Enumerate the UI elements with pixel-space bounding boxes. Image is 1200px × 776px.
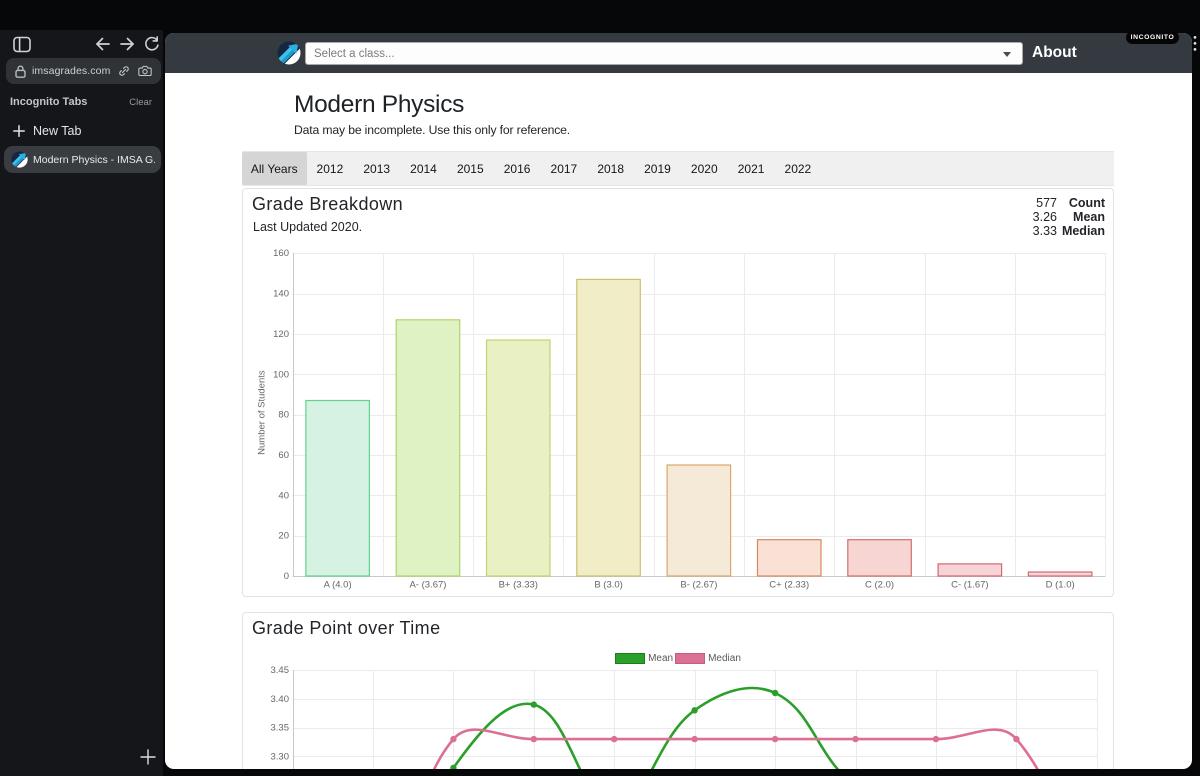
site-logo[interactable] [277,41,301,65]
svg-text:120: 120 [273,329,289,340]
menu-dots-icon[interactable] [1192,35,1198,53]
add-tab-icon[interactable] [140,749,156,765]
svg-text:3.30: 3.30 [271,751,290,762]
stat-row-count: 577 Count [1007,196,1105,210]
breakdown-subtitle: Last Updated 2020. [253,220,363,234]
legend-swatch [615,653,646,664]
year-tab-2012[interactable]: 2012 [316,161,344,176]
url-text: imsagrades.com [32,65,111,77]
site-navbar: Select a class... About [165,33,1192,73]
site-favicon [11,151,28,168]
tab-item-modern-physics[interactable]: Modern Physics - IMSA G... [4,146,161,173]
sidebar-toolbar [0,33,163,57]
svg-text:3.40: 3.40 [271,694,290,705]
lock-icon [15,65,26,78]
svg-text:C (2.0): C (2.0) [865,580,894,591]
year-tab-2013[interactable]: 2013 [363,161,391,176]
stat-value: 3.26 [1032,210,1057,225]
tabs-section-header: Incognito Tabs Clear [0,96,163,110]
year-tab-all-years[interactable]: All Years [242,152,307,185]
url-bar-icons [117,64,152,78]
plus-icon [13,125,25,137]
sidebar-toggle-icon[interactable] [13,36,31,53]
browser-sidebar: imsagrades.com [0,30,163,776]
stat-label: Median [1061,224,1105,239]
svg-text:3.45: 3.45 [271,665,290,676]
class-select[interactable]: Select a class... [305,42,1023,65]
stat-label: Count [1068,195,1105,210]
svg-text:C- (1.67): C- (1.67) [951,580,988,591]
year-tab-2014[interactable]: 2014 [410,161,437,176]
grade-over-time-card: Grade Point over Time Mean Median 3.30 3.3… [242,612,1114,769]
reload-icon[interactable] [143,35,161,53]
chevron-down-icon [1003,52,1011,57]
svg-text:140: 140 [273,289,289,300]
back-arrow-icon[interactable] [93,35,111,53]
svg-text:B- (2.67): B- (2.67) [680,580,717,591]
stat-row-median: 3.33 Median [1007,224,1105,238]
new-tab-button[interactable]: New Tab [0,120,163,142]
legend-item-median[interactable]: Median [675,653,743,664]
year-tab-2022[interactable]: 2022 [784,161,812,176]
year-tab-2015[interactable]: 2015 [456,161,484,176]
legend-label: Median [708,653,741,664]
svg-text:3.35: 3.35 [271,723,290,734]
svg-text:D (1.0): D (1.0) [1046,580,1075,591]
year-tab-2017[interactable]: 2017 [550,161,578,176]
svg-text:160: 160 [273,248,289,259]
svg-text:60: 60 [278,450,289,461]
page-title: Modern Physics [294,91,465,118]
stat-row-mean: 3.26 Mean [1007,210,1105,224]
breakdown-title: Grade Breakdown [252,194,404,214]
stat-value: 3.33 [1032,224,1057,239]
grade-breakdown-card: Grade Breakdown Last Updated 2020. 577 Co… [242,188,1114,597]
svg-text:80: 80 [278,410,289,421]
svg-text:100: 100 [273,369,289,380]
svg-text:0: 0 [284,571,289,582]
year-tab-2018[interactable]: 2018 [597,161,625,176]
year-tab-2016[interactable]: 2016 [503,161,531,176]
grade-over-time-chart: 3.30 3.35 3.40 3.45 [271,665,1098,769]
link-icon[interactable] [117,64,131,78]
year-tab-2020[interactable]: 2020 [690,161,718,176]
year-tabs: All Years 2012 2013 2014 2015 2016 2017 2018 201… [242,151,1114,186]
year-tab-2021[interactable]: 2021 [737,161,765,176]
legend-swatch [675,653,706,664]
svg-text:Number of Students: Number of Students [257,370,268,455]
new-tab-label: New Tab [33,124,82,138]
svg-text:20: 20 [278,531,289,542]
camera-icon[interactable] [138,64,152,78]
tab-title: Modern Physics - IMSA G... [33,153,155,166]
stat-label: Mean [1073,210,1105,225]
stat-value: 577 [1036,195,1057,210]
legend-item-mean[interactable]: Mean [615,653,675,664]
clear-tabs-button[interactable]: Clear [129,97,152,108]
nav-buttons [93,35,161,53]
forward-arrow-icon[interactable] [118,35,136,53]
browser-viewport: Select a class... About Modern Physics D… [165,33,1192,769]
svg-text:B+ (3.33): B+ (3.33) [499,580,538,591]
class-select-placeholder: Select a class... [314,47,395,60]
chart-legend: Mean Median [243,652,1115,665]
page-subtitle: Data may be incomplete. Use this only fo… [294,122,571,137]
grade-breakdown-chart: 0 20 40 60 80 100 120 140 160 A (4.0) A- (3.67) B+ … [257,248,1106,591]
overtime-title: Grade Point over Time [252,618,441,638]
about-link[interactable]: About [1032,44,1077,61]
svg-text:A (4.0): A (4.0) [324,580,352,591]
svg-text:C+ (2.33): C+ (2.33) [769,580,809,591]
incognito-badge: INCOGNITO [1126,31,1179,44]
legend-label: Mean [648,653,674,664]
svg-text:40: 40 [278,490,289,501]
stats-table: 577 Count 3.26 Mean 3.33 Median [1007,196,1105,239]
incognito-tabs-heading: Incognito Tabs [10,96,88,108]
svg-text:A- (3.67): A- (3.67) [409,580,446,591]
url-bar[interactable]: imsagrades.com [6,58,161,84]
svg-text:B (3.0): B (3.0) [594,580,623,591]
year-tab-2019[interactable]: 2019 [644,161,671,176]
